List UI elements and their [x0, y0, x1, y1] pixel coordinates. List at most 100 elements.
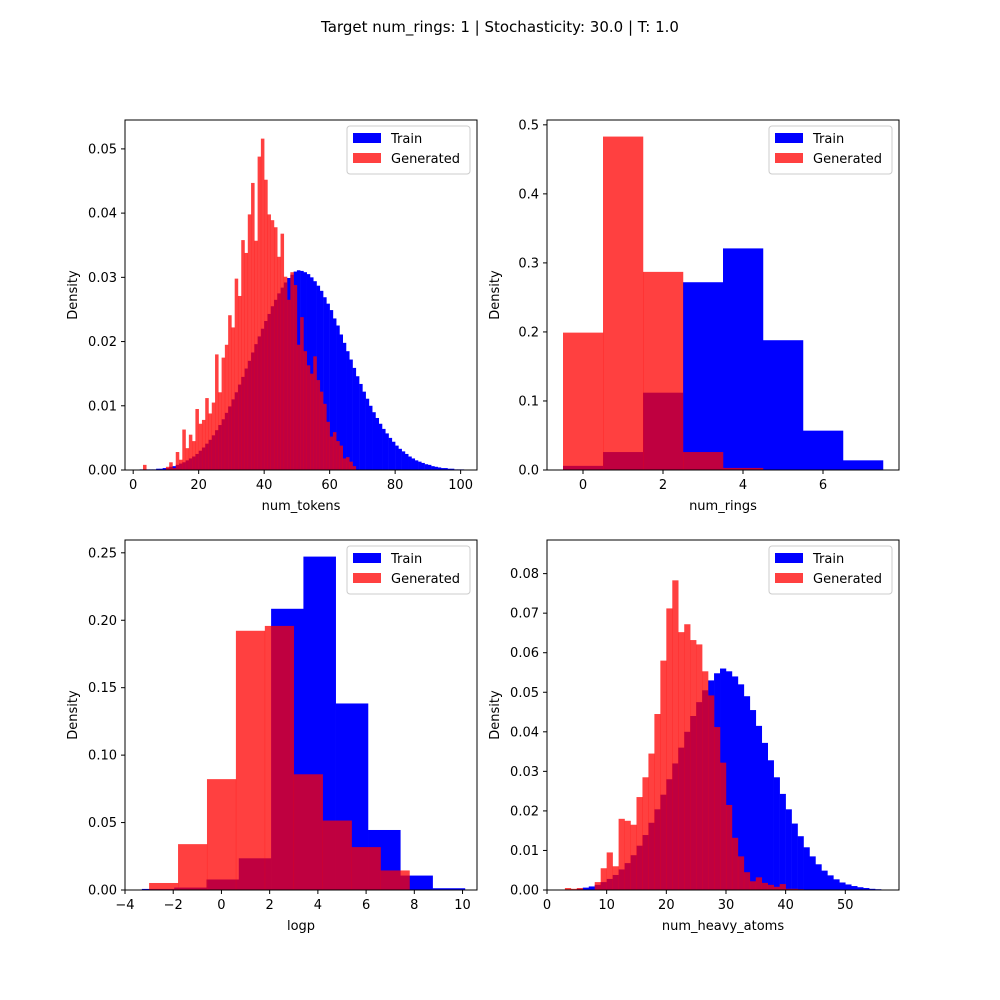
y-tick-label: 0.01 — [88, 399, 117, 414]
bar-generated — [175, 452, 180, 470]
bar-generated — [319, 391, 324, 470]
bar-train — [431, 466, 435, 470]
bar-train — [731, 676, 739, 890]
bar-train — [434, 466, 438, 470]
bar-train — [437, 467, 442, 470]
bar-train — [588, 886, 595, 890]
legend-swatch-train — [353, 133, 381, 143]
bar-generated — [234, 278, 239, 470]
bar-train — [404, 453, 409, 470]
bar-generated — [380, 870, 410, 890]
bar-generated — [723, 467, 764, 470]
y-tick-label: 0.25 — [88, 546, 117, 561]
bar-generated — [221, 357, 226, 470]
y-tick-label: 0.06 — [510, 646, 539, 661]
bars-group — [564, 580, 888, 890]
bar-train — [408, 456, 412, 470]
bar-generated — [612, 866, 619, 890]
bar-generated — [336, 441, 340, 470]
bar-train — [743, 696, 751, 890]
x-tick-label: 4 — [739, 478, 747, 493]
bar-train — [843, 460, 884, 470]
bar-train — [329, 310, 334, 470]
bar-train — [857, 887, 864, 890]
bar-generated — [346, 457, 350, 470]
bar-train — [418, 461, 422, 470]
bar-train — [352, 367, 357, 470]
legend: Train Generated — [346, 125, 471, 175]
bar-generated — [666, 608, 673, 890]
series-generated — [564, 580, 804, 890]
bar-generated — [564, 888, 572, 890]
bar-generated — [244, 252, 249, 470]
bar-train — [839, 882, 846, 890]
x-tick-label: −2 — [164, 898, 183, 913]
bar-generated — [270, 220, 275, 470]
y-tick-label: 0.00 — [510, 884, 539, 899]
bar-generated — [179, 459, 183, 470]
bar-train — [424, 464, 429, 470]
y-tick-label: 0.02 — [88, 335, 117, 350]
bar-generated — [267, 214, 271, 470]
y-tick-label: 0.08 — [510, 567, 539, 582]
bar-train — [749, 710, 757, 890]
y-tick-label: 0.4 — [518, 187, 539, 202]
y-tick-label: 0.3 — [518, 256, 539, 271]
bar-generated — [648, 753, 655, 890]
bar-train — [411, 458, 416, 470]
bar-generated — [182, 429, 186, 470]
x-tick-label: 0 — [579, 478, 587, 493]
bar-generated — [349, 461, 353, 470]
bar-generated — [761, 882, 768, 890]
series-generated — [149, 625, 410, 890]
bar-generated — [296, 344, 301, 470]
bar-train — [368, 405, 373, 470]
bar-generated — [188, 434, 193, 470]
bar-generated — [696, 644, 703, 890]
bar-train — [326, 303, 330, 470]
bar-train — [395, 445, 399, 470]
bar-generated — [290, 272, 294, 470]
bar-train — [725, 671, 733, 890]
bar-train — [737, 684, 745, 890]
x-tick-label: 0 — [217, 898, 225, 913]
bar-generated — [352, 466, 357, 470]
bar-generated — [198, 423, 203, 470]
bar-generated — [287, 299, 291, 470]
bar-generated — [264, 179, 268, 470]
y-tick-label: 0.10 — [88, 749, 117, 764]
bar-train — [450, 468, 455, 470]
y-tick-label: 0.04 — [510, 725, 539, 740]
bar-generated — [737, 856, 745, 890]
bar-train — [156, 468, 160, 470]
bar-generated — [603, 136, 644, 470]
bar-generated — [630, 824, 637, 890]
bar-generated — [241, 240, 245, 470]
y-tick-label: 0.15 — [88, 681, 117, 696]
x-tick-label: 2 — [659, 478, 667, 493]
bar-train — [779, 793, 786, 890]
bar-generated — [791, 888, 798, 890]
bar-generated — [690, 640, 697, 890]
x-tick-label: 2 — [266, 898, 274, 913]
bar-generated — [684, 624, 691, 890]
bar-generated — [743, 872, 751, 890]
y-tick-label: 0.00 — [88, 464, 117, 479]
axes-frame — [124, 119, 478, 471]
bar-train — [582, 887, 590, 890]
bar-train — [391, 441, 396, 470]
x-axis-label: logp — [287, 919, 315, 934]
legend-swatch-train — [775, 133, 803, 143]
bar-train — [355, 376, 360, 470]
bar-generated — [708, 695, 715, 890]
bar-generated — [178, 844, 208, 890]
x-tick-label: 10 — [454, 898, 471, 913]
bar-generated — [254, 240, 258, 470]
x-axis-label: num_tokens — [262, 499, 341, 514]
x-tick-label: 0 — [129, 478, 137, 493]
bar-generated — [316, 380, 321, 470]
bar-train — [851, 886, 858, 890]
bar-generated — [235, 630, 266, 890]
y-tick-label: 0.00 — [88, 884, 117, 899]
